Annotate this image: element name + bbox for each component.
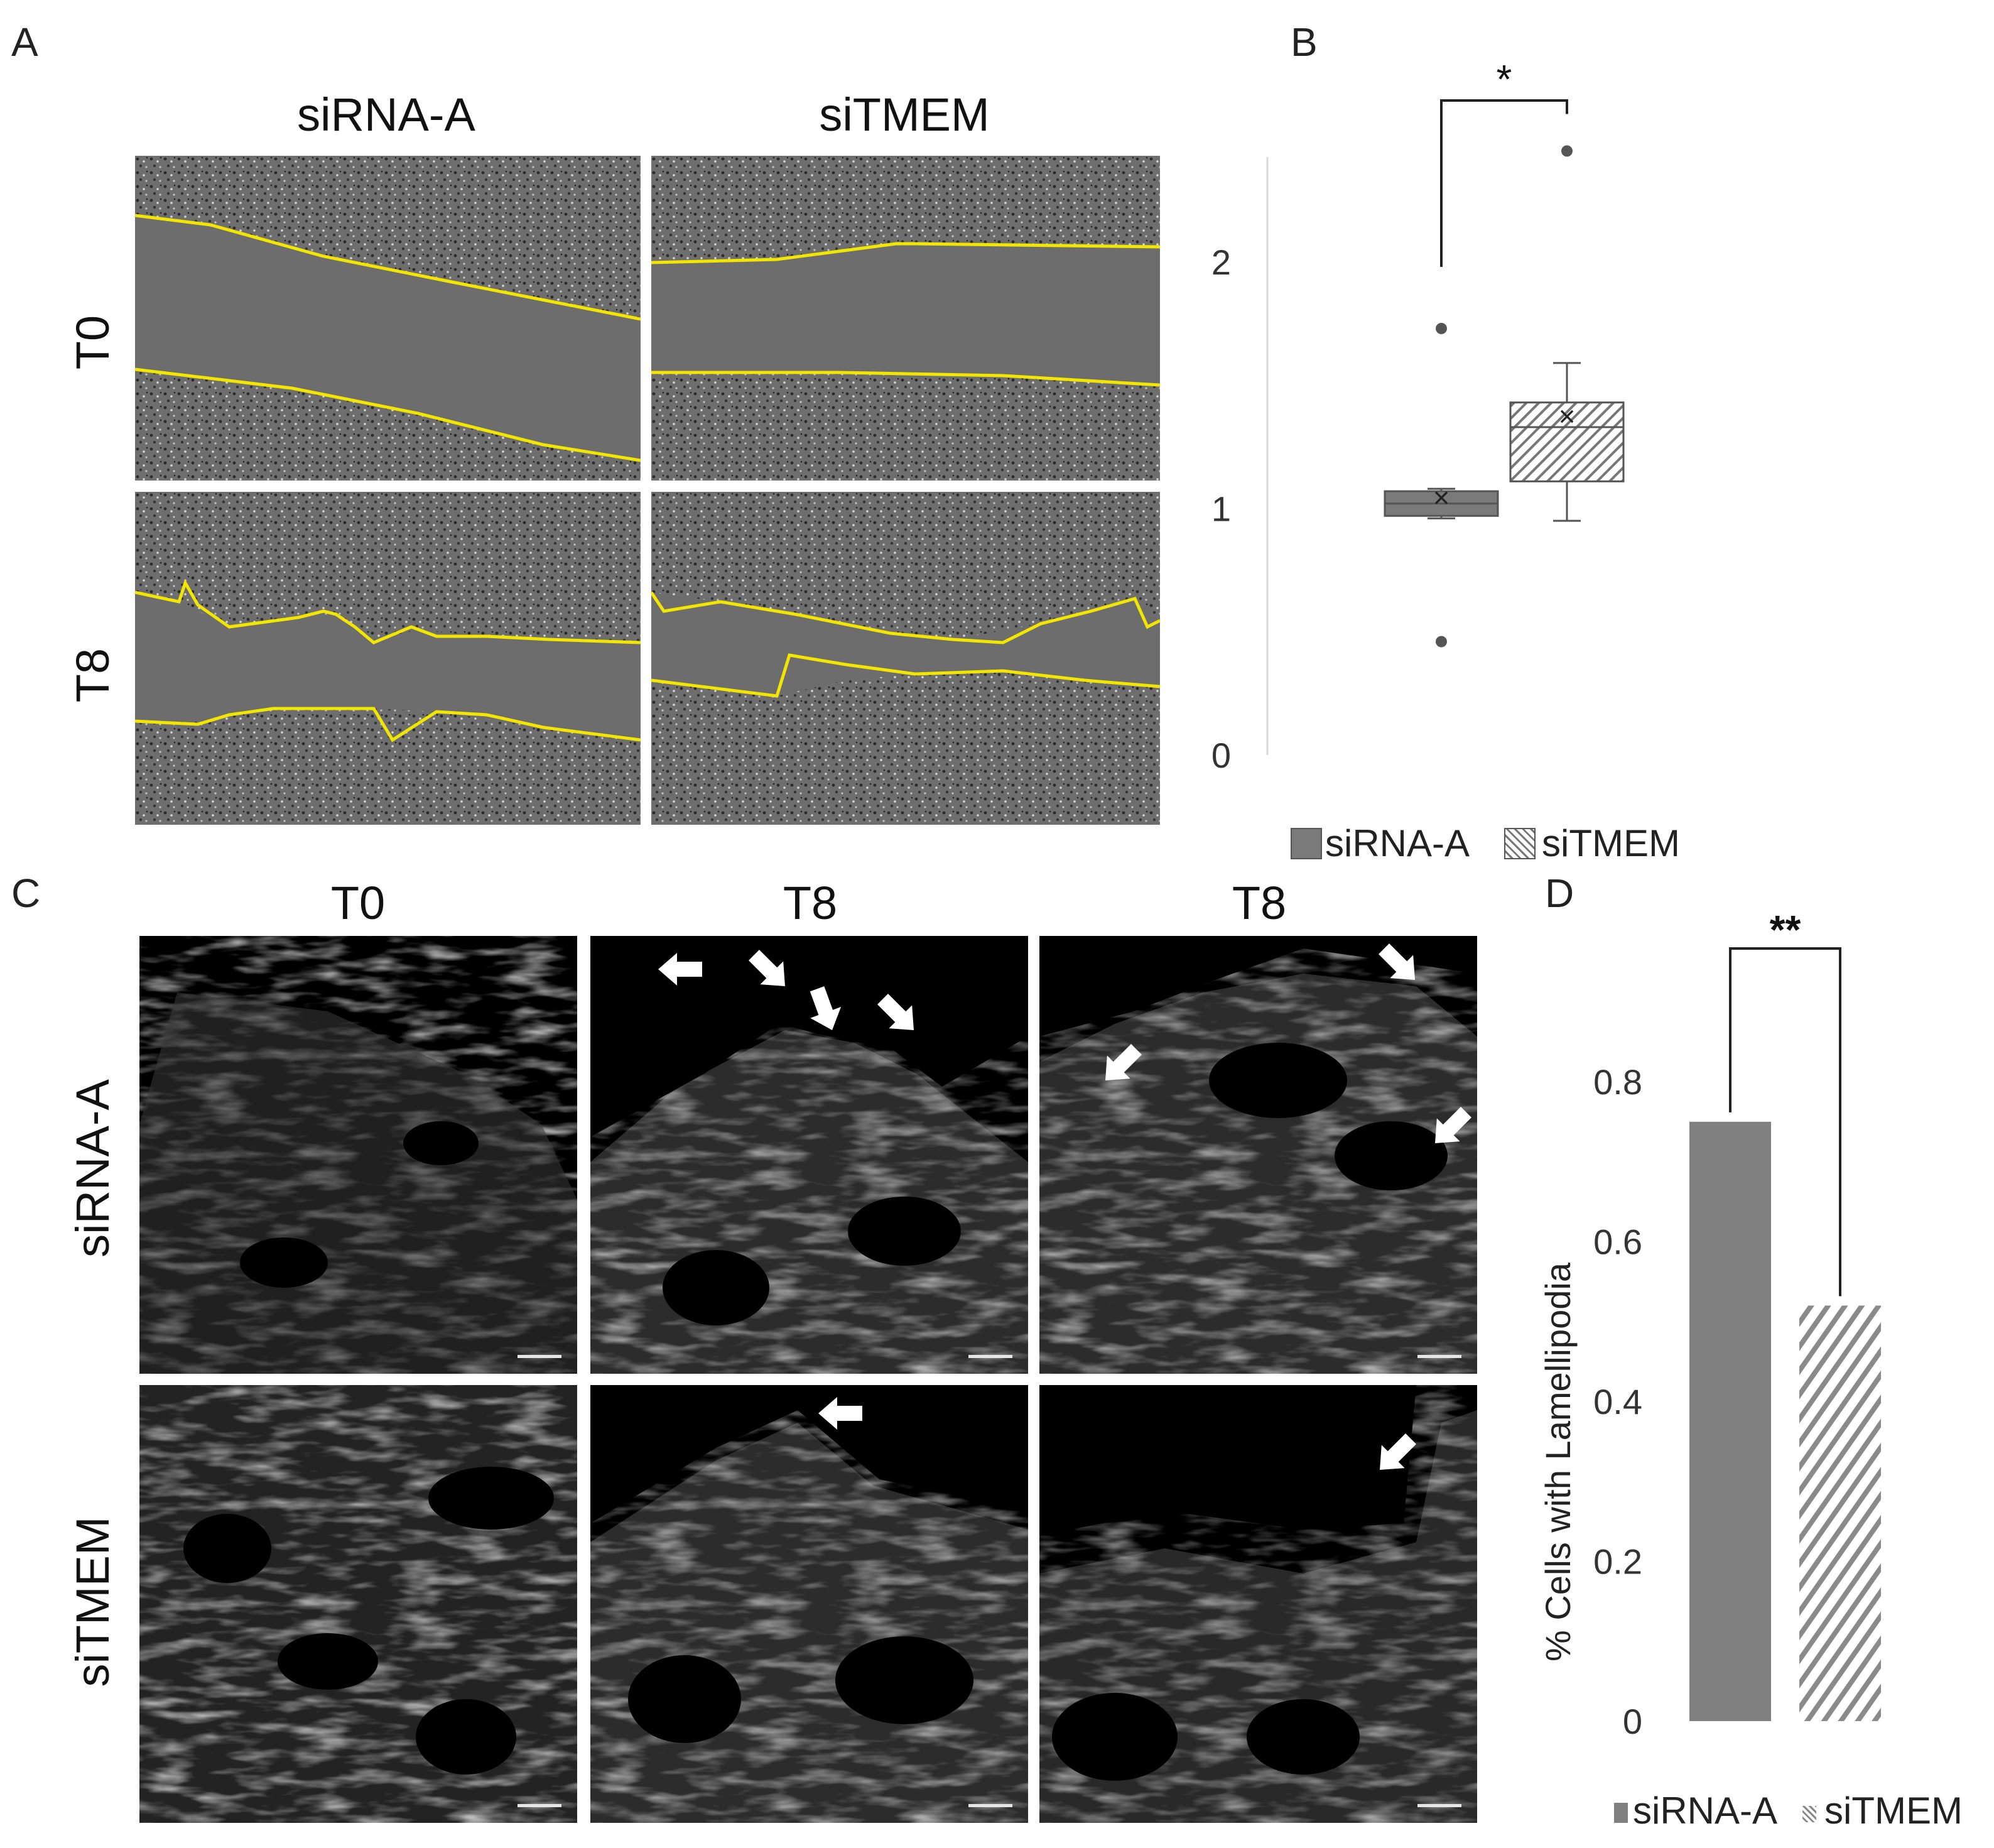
scratch-image-sitmem-t0	[651, 156, 1160, 481]
bar-siRNA-A	[1689, 1121, 1771, 1721]
wound-edge-top	[651, 591, 1160, 644]
y-axis-title: % Cells with Lamellipodia	[1538, 1262, 1578, 1661]
chart-b: 0 1 2 × × *	[1211, 57, 1625, 775]
significance-bracket	[1440, 99, 1568, 267]
actin-image-sitmem-t0	[139, 1385, 577, 1823]
legend-b-swatch-sitmem	[1504, 828, 1536, 859]
panel-a-row-title-t0: T0	[67, 315, 119, 370]
panel-c-row-title-sitmem: siTMEM	[67, 1516, 119, 1687]
wound-edge-top	[135, 579, 641, 644]
scale-bar	[1417, 1355, 1461, 1358]
actin-image-sirna-a-t8-1	[590, 936, 1028, 1374]
actin-image-sitmem-t8-1	[590, 1385, 1028, 1823]
panel-c-letter: C	[11, 871, 41, 916]
scratch-image-sitmem-t8	[651, 492, 1160, 825]
legend-d-swatch-sirna-a	[1614, 1803, 1628, 1823]
outlier-point	[1561, 145, 1573, 157]
legend-b-label-sirna-a: siRNA-A	[1325, 822, 1470, 864]
legend-b-label-sitmem: siTMEM	[1542, 822, 1680, 864]
chart-d: % Cells with Lamellipodia 0 0.2 0.4 0.6 0.8 **	[1538, 907, 1881, 1741]
panel-a-col-title-1: siRNA-A	[297, 89, 475, 141]
y-tick-label: 1	[1211, 489, 1231, 529]
mean-marker: ×	[1433, 481, 1450, 514]
panel-c-row-title-sirna-a: siRNA-A	[67, 1079, 119, 1258]
bar-siTMEM	[1799, 1305, 1881, 1721]
mean-marker: ×	[1559, 399, 1576, 432]
actin-image-sirna-a-t8-2	[1039, 936, 1477, 1374]
panel-a-row-title-t8: T8	[67, 648, 119, 703]
wound-edge-top	[135, 214, 641, 321]
outlier-point	[1436, 322, 1447, 334]
y-tick-label: 0.2	[1593, 1542, 1642, 1582]
panel-d-letter: D	[1545, 871, 1574, 916]
wound-edge-bottom	[651, 371, 1160, 387]
scale-bar	[968, 1355, 1012, 1358]
y-tick-label: 0.4	[1593, 1382, 1642, 1421]
actin-image-sirna-a-t0	[139, 936, 577, 1374]
panel-b-letter: B	[1291, 19, 1318, 65]
y-tick-label: 0	[1623, 1702, 1642, 1741]
box-siTMEM	[1509, 401, 1625, 482]
significance-star: *	[1497, 57, 1512, 102]
y-tick-label: 2	[1211, 242, 1231, 282]
scale-bar	[1417, 1804, 1461, 1807]
actin-image-sitmem-t8-2	[1039, 1385, 1477, 1823]
significance-stars: **	[1770, 907, 1801, 952]
scale-bar	[517, 1355, 561, 1358]
wound-edge-bottom	[135, 367, 641, 462]
legend-d-label-sirna-a: siRNA-A	[1633, 1790, 1778, 1832]
significance-bracket	[1729, 947, 1841, 1296]
scratch-image-sirna-a-t0	[135, 156, 641, 481]
scratch-image-sirna-a-t8	[135, 492, 641, 825]
wound-edge-bottom	[135, 707, 641, 742]
y-tick-label: 0	[1211, 736, 1231, 775]
panel-c-col-title-2: T8	[783, 877, 838, 929]
scale-bar	[968, 1804, 1012, 1807]
scale-bar	[517, 1804, 561, 1807]
wound-edge-top	[651, 242, 1160, 264]
wound-edge-bottom	[651, 653, 1160, 698]
y-tick-label: 0.6	[1593, 1222, 1642, 1262]
outlier-point	[1436, 636, 1447, 648]
legend-d-label-sitmem: siTMEM	[1824, 1790, 1963, 1832]
panel-c-col-title-3: T8	[1232, 877, 1287, 929]
panel-a-letter: A	[11, 19, 38, 65]
panel-a-col-title-2: siTMEM	[819, 89, 990, 141]
y-tick-label: 0.8	[1593, 1062, 1642, 1102]
legend-d-swatch-sitmem	[1802, 1806, 1816, 1822]
panel-c-col-title-1: T0	[330, 877, 386, 929]
legend-b-swatch-sirna-a	[1291, 828, 1322, 859]
